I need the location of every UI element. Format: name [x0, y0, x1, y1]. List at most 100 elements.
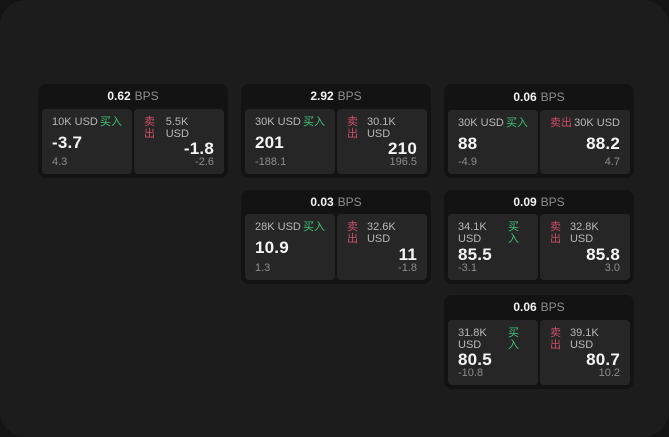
buy-panel-header: 31.8K USD 买入 — [458, 327, 528, 351]
card-body: 30K USD 买入 201 -188.1 卖出 30.1K USD 210 1… — [241, 108, 431, 178]
card-header: 0.09 BPS — [444, 190, 634, 215]
card-header: 0.62 BPS — [38, 84, 228, 109]
sell-delta: 4.7 — [604, 156, 620, 168]
sell-side-label: 卖出 — [550, 326, 561, 351]
buy-panel-header: 30K USD 买入 — [458, 117, 528, 129]
sell-delta: 196.5 — [389, 156, 417, 168]
sell-size: 30.1K USD — [366, 115, 396, 140]
card-header: 0.06 BPS — [444, 84, 634, 110]
sell-delta: 10.2 — [598, 367, 620, 379]
sell-value: 80.7 — [586, 350, 620, 369]
sell-side-label: 卖出 — [144, 115, 155, 140]
buy-panel-header: 34.1K USD 买入 — [458, 221, 528, 245]
card-bps-value: 0.62 — [107, 89, 131, 104]
card-bps-value: 0.09 — [513, 194, 537, 209]
sell-panel-header: 卖出 5.5K USD — [144, 116, 214, 140]
sell-size: 30K USD — [574, 117, 620, 129]
sell-panel[interactable]: 卖出 32.8K USD 85.8 3.0 — [540, 214, 630, 280]
sell-size: 39.1K USD — [569, 326, 599, 351]
sell-panel-header: 卖出 30K USD — [550, 117, 620, 129]
buy-side-label: 买入 — [508, 326, 520, 351]
buy-side-label: 买入 — [303, 115, 325, 128]
sell-value: 11 — [398, 244, 417, 264]
quote-card: 0.03 BPS 28K USD 买入 10.9 1.3 卖出 32.6K US… — [241, 189, 431, 284]
card-bps-value: 0.03 — [310, 194, 334, 209]
buy-value: -3.7 — [52, 132, 83, 152]
buy-value: 10.9 — [255, 238, 289, 258]
buy-side-label: 买入 — [303, 221, 325, 234]
buy-delta: 4.3 — [52, 156, 68, 168]
sell-panel[interactable]: 卖出 5.5K USD -1.8 -2.6 — [134, 108, 224, 174]
buy-side-label: 买入 — [506, 117, 528, 129]
buy-value: 201 — [255, 132, 284, 152]
sell-size: 32.6K USD — [366, 221, 396, 246]
sell-value: -1.8 — [183, 139, 214, 158]
quote-card: 0.62 BPS 10K USD 买入 -3.7 4.3 卖出 5.5K USD… — [38, 84, 228, 178]
buy-size: 30K USD — [255, 115, 301, 128]
card-bps-unit: BPS — [540, 194, 565, 209]
buy-value: 85.5 — [458, 244, 492, 264]
sell-side-label: 卖出 — [550, 117, 572, 129]
sell-value: 85.8 — [586, 244, 620, 264]
sell-side-label: 卖出 — [347, 115, 358, 140]
buy-size: 34.1K USD — [458, 221, 487, 246]
buy-delta: -4.9 — [458, 156, 477, 168]
buy-size: 10K USD — [52, 115, 98, 128]
sell-panel-header: 卖出 32.6K USD — [347, 221, 417, 245]
card-bps-value: 0.06 — [513, 90, 537, 104]
card-body: 10K USD 买入 -3.7 4.3 卖出 5.5K USD -1.8 -2.… — [38, 108, 228, 178]
sell-panel[interactable]: 卖出 30.1K USD 210 196.5 — [337, 108, 427, 174]
buy-panel-header: 10K USD 买入 — [52, 116, 122, 128]
buy-delta: -188.1 — [255, 156, 287, 168]
sell-panel[interactable]: 卖出 30K USD 88.2 4.7 — [540, 110, 630, 174]
sell-panel-header: 卖出 30.1K USD — [347, 116, 417, 140]
card-body: 34.1K USD 买入 85.5 -3.1 卖出 32.8K USD 85.8… — [444, 214, 634, 283]
buy-panel[interactable]: 28K USD 买入 10.9 1.3 — [245, 214, 335, 280]
sell-delta: 3.0 — [604, 261, 620, 274]
quote-card: 2.92 BPS 30K USD 买入 201 -188.1 卖出 30.1K … — [241, 84, 431, 178]
buy-panel[interactable]: 31.8K USD 买入 80.5 -10.8 — [448, 319, 538, 385]
sell-delta: -2.6 — [195, 156, 214, 168]
buy-panel[interactable]: 30K USD 买入 201 -188.1 — [245, 108, 335, 174]
sell-side-label: 卖出 — [347, 221, 358, 246]
sell-panel-header: 卖出 39.1K USD — [550, 327, 620, 351]
quote-card: 0.06 BPS 30K USD 买入 88 -4.9 卖出 30K USD 8… — [444, 84, 634, 178]
buy-side-label: 买入 — [100, 115, 122, 128]
sell-value: 210 — [388, 139, 417, 158]
sell-size: 5.5K USD — [165, 115, 189, 140]
sell-size: 32.8K USD — [569, 221, 599, 246]
card-bps-unit: BPS — [540, 300, 565, 315]
card-header: 0.06 BPS — [444, 295, 634, 320]
buy-panel-header: 28K USD 买入 — [255, 221, 325, 233]
sell-panel[interactable]: 卖出 32.6K USD 11 -1.8 — [337, 214, 427, 280]
buy-panel[interactable]: 10K USD 买入 -3.7 4.3 — [42, 108, 132, 174]
buy-delta: -10.8 — [458, 367, 484, 379]
card-body: 28K USD 买入 10.9 1.3 卖出 32.6K USD 11 -1.8 — [241, 214, 431, 283]
sell-delta: -1.8 — [398, 261, 417, 274]
sell-value: 88.2 — [586, 133, 620, 153]
sell-panel-header: 卖出 32.8K USD — [550, 221, 620, 245]
buy-size: 31.8K USD — [458, 326, 487, 351]
buy-delta: -3.1 — [458, 261, 477, 274]
buy-panel[interactable]: 30K USD 买入 88 -4.9 — [448, 110, 538, 174]
buy-size: 30K USD — [458, 117, 504, 129]
card-bps-unit: BPS — [337, 194, 362, 209]
buy-panel[interactable]: 34.1K USD 买入 85.5 -3.1 — [448, 214, 538, 280]
buy-delta: 1.3 — [255, 261, 271, 274]
buy-value: 80.5 — [458, 350, 492, 369]
card-body: 30K USD 买入 88 -4.9 卖出 30K USD 88.2 4.7 — [444, 110, 634, 178]
quote-card: 0.06 BPS 31.8K USD 买入 80.5 -10.8 卖出 39.1… — [444, 295, 634, 389]
card-bps-unit: BPS — [134, 89, 159, 104]
quote-card: 0.09 BPS 34.1K USD 买入 85.5 -3.1 卖出 32.8K… — [444, 189, 634, 284]
card-header: 2.92 BPS — [241, 84, 431, 109]
buy-panel-header: 30K USD 买入 — [255, 116, 325, 128]
card-bps-unit: BPS — [540, 90, 565, 104]
buy-side-label: 买入 — [508, 221, 520, 246]
card-bps-value: 2.92 — [310, 89, 334, 104]
card-bps-unit: BPS — [337, 89, 362, 104]
buy-value: 88 — [458, 133, 478, 153]
sell-panel[interactable]: 卖出 39.1K USD 80.7 10.2 — [540, 319, 630, 385]
